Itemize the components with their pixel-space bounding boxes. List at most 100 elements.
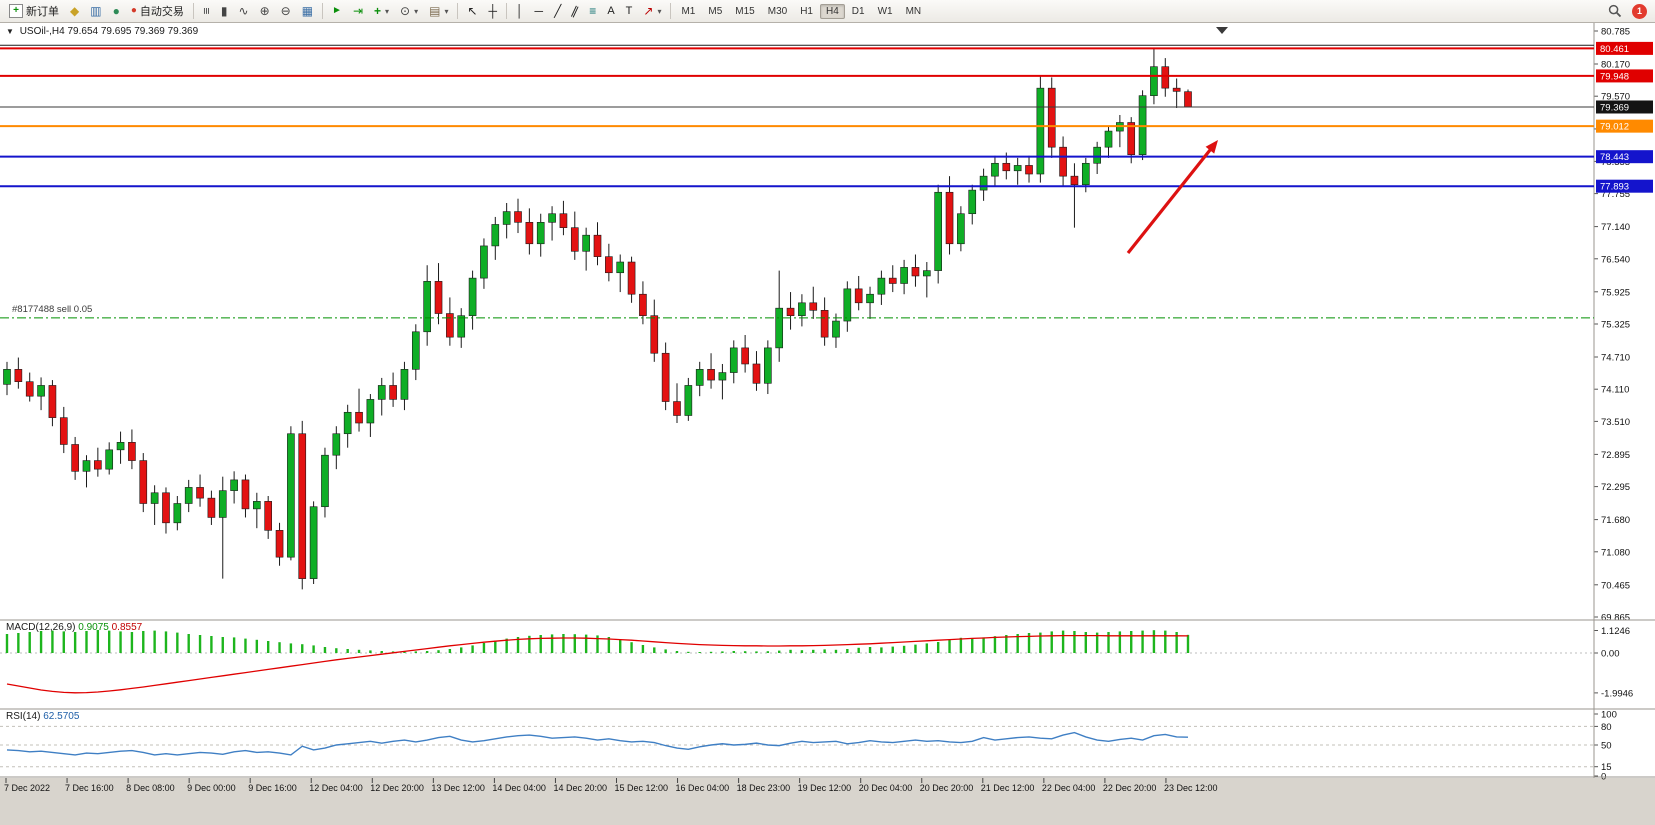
candle-down <box>661 352 670 402</box>
price-tick-label: 79.570 <box>1601 92 1630 103</box>
trend-arrow-annotation[interactable] <box>1126 145 1215 254</box>
rsi-line <box>6 731 1189 756</box>
candle-up <box>1013 165 1022 172</box>
auto-trading-button[interactable]: ● 自动交易 <box>126 2 189 20</box>
scroll-anchor-icon[interactable] <box>1216 27 1228 34</box>
channel-button[interactable]: ∥ <box>567 0 583 22</box>
candlestick-chart-button[interactable]: ▮ <box>216 0 233 22</box>
cursor-button[interactable]: ↖ <box>462 0 482 22</box>
magnifier-icon <box>1608 4 1622 18</box>
notification-badge[interactable]: 1 <box>1632 3 1647 19</box>
candle-up <box>253 501 261 510</box>
chart-shift-button[interactable]: ⇥ <box>348 0 368 22</box>
candle-up <box>105 449 114 470</box>
candle-down <box>741 347 749 365</box>
search-button[interactable] <box>1603 0 1627 22</box>
chevron-down-icon: ▾ <box>657 6 662 16</box>
zoom-out-button[interactable]: ⊖ <box>276 0 296 22</box>
candle-up <box>150 492 159 504</box>
chevron-down-icon: ▾ <box>414 6 419 16</box>
chart-canvas[interactable]: 80.78580.17079.57078.96078.35577.75577.1… <box>0 23 1655 825</box>
fibonacci-button[interactable]: ≡ <box>584 0 601 22</box>
candle-up <box>832 320 840 338</box>
trendline-button[interactable]: ╱ <box>549 0 566 22</box>
horizontal-line-button[interactable]: ─ <box>530 0 549 22</box>
crosshair-button[interactable]: ┼ <box>484 0 503 22</box>
candle-down <box>355 411 363 424</box>
price-badge <box>1596 119 1653 133</box>
candle-up <box>718 372 727 381</box>
macd-tick-label: -1.9946 <box>1601 688 1633 699</box>
periods-button[interactable]: ⊙ ▾ <box>395 0 423 22</box>
time-label: 9 Dec 16:00 <box>248 783 297 793</box>
auto-scroll-button[interactable]: ► <box>327 0 347 22</box>
candle-down <box>1172 87 1181 92</box>
price-badge <box>1596 41 1653 55</box>
indicators-button[interactable]: + ▾ <box>369 0 394 22</box>
candle-down <box>59 417 68 445</box>
candle-down <box>1047 87 1056 148</box>
candle-down <box>196 487 204 499</box>
time-label: 22 Dec 04:00 <box>1042 783 1096 793</box>
templates-icon: ▤ <box>429 4 441 18</box>
price-axis[interactable] <box>1594 23 1655 778</box>
candle-up <box>37 385 45 397</box>
main-toolbar: + 新订单 ◆ ▥ ● ● 自动交易 ≡ ▮ ∿ ⊕ ⊖ ▦ ► ⇥ + ▾ ⊙ ▾… <box>0 0 1655 23</box>
templates-button[interactable]: ▤ ▾ <box>424 0 453 22</box>
rsi-value: 62.5705 <box>43 711 80 722</box>
trendline-icon: ╱ <box>554 4 562 18</box>
candle-up <box>321 454 329 508</box>
tile-windows-button[interactable]: ▦ <box>297 0 318 22</box>
time-label: 8 Dec 08:00 <box>126 783 175 793</box>
candle-down <box>525 222 534 245</box>
zoom-in-button[interactable]: ⊕ <box>255 0 275 22</box>
candle-up <box>468 277 477 316</box>
chevron-down-icon[interactable]: ▼ <box>6 27 14 36</box>
candle-down <box>707 369 715 381</box>
time-label: 14 Dec 20:00 <box>553 783 607 793</box>
candlestick-chart-icon: ▮ <box>220 4 228 18</box>
new-order-label: 新订单 <box>26 6 59 18</box>
timeframe-m30[interactable]: M30 <box>767 5 788 17</box>
candle-down <box>514 211 522 223</box>
price-tick-label: 76.540 <box>1601 254 1630 265</box>
candle-down <box>128 442 136 461</box>
timeframe-mn[interactable]: MN <box>905 5 922 17</box>
bar-chart-button[interactable]: ≡ <box>198 0 215 22</box>
text-icon: A <box>607 4 615 17</box>
timeframe-m5[interactable]: M5 <box>708 5 723 17</box>
candle-up <box>116 442 125 451</box>
data-window-button[interactable]: ▥ <box>85 0 106 22</box>
macd-tick-label: 1.1246 <box>1601 626 1630 637</box>
new-order-button[interactable]: + 新订单 <box>4 2 64 20</box>
trend-arrow-head <box>1205 140 1218 154</box>
text-button[interactable]: A <box>602 0 619 22</box>
tile-windows-icon: ▦ <box>301 4 314 18</box>
candle-down <box>1059 146 1067 177</box>
time-label: 12 Dec 20:00 <box>370 783 424 793</box>
candle-up <box>900 267 908 284</box>
arrows-button[interactable]: ↗ ▾ <box>638 0 666 22</box>
timeframe-h1[interactable]: H1 <box>800 5 813 17</box>
market-watch-button[interactable]: ◆ <box>65 0 84 22</box>
vertical-line-button[interactable]: │ <box>511 0 529 22</box>
candle-down <box>94 460 102 470</box>
fibonacci-icon: ≡ <box>589 4 597 18</box>
timeframe-d1[interactable]: D1 <box>851 5 865 17</box>
candle-down <box>911 267 920 277</box>
line-chart-button[interactable]: ∿ <box>234 0 254 22</box>
timeframe-h4[interactable]: H4 <box>819 3 845 19</box>
chart-background <box>0 23 1655 778</box>
time-label: 15 Dec 12:00 <box>615 783 669 793</box>
timeframe-m1[interactable]: M1 <box>681 5 696 17</box>
price-tick-label: 71.080 <box>1601 547 1630 558</box>
candle-up <box>922 270 931 277</box>
arrows-icon: ↗ <box>643 4 654 18</box>
zoom-in-icon: ⊕ <box>259 4 270 18</box>
time-label: 9 Dec 00:00 <box>187 783 236 793</box>
time-axis[interactable] <box>0 778 1655 825</box>
timeframe-w1[interactable]: W1 <box>877 5 893 17</box>
timeframe-m15[interactable]: M15 <box>735 5 755 17</box>
strategy-tester-button[interactable]: ● <box>108 0 125 22</box>
text-label-button[interactable]: T <box>621 0 638 22</box>
